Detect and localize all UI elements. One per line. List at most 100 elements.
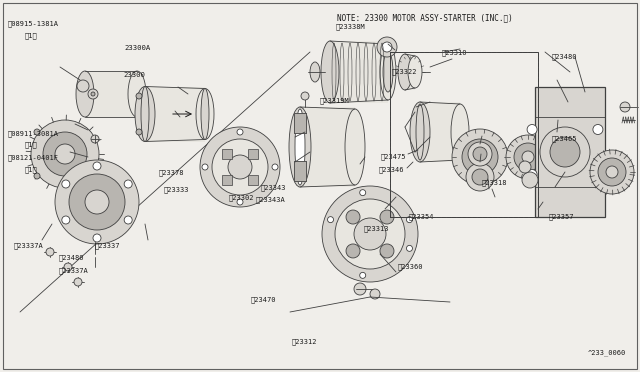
- Text: ※23480: ※23480: [552, 53, 577, 60]
- Circle shape: [124, 180, 132, 188]
- Bar: [222, 149, 232, 159]
- Text: ※23322: ※23322: [392, 68, 417, 75]
- Circle shape: [593, 125, 603, 135]
- Ellipse shape: [201, 89, 209, 140]
- Circle shape: [237, 129, 243, 135]
- Circle shape: [124, 216, 132, 224]
- Ellipse shape: [321, 41, 339, 103]
- Circle shape: [472, 169, 488, 185]
- Text: ※23337A: ※23337A: [14, 242, 44, 249]
- Text: 23300: 23300: [124, 72, 145, 78]
- Text: ※23465: ※23465: [552, 135, 577, 142]
- Text: ※23470: ※23470: [251, 296, 276, 303]
- Circle shape: [93, 234, 101, 242]
- Ellipse shape: [345, 109, 365, 185]
- Circle shape: [91, 135, 99, 143]
- Circle shape: [212, 139, 268, 195]
- Text: ※23360: ※23360: [398, 264, 424, 270]
- Text: 23300A: 23300A: [125, 45, 151, 51]
- Circle shape: [34, 173, 40, 179]
- Ellipse shape: [398, 54, 412, 90]
- Circle shape: [382, 42, 392, 52]
- Circle shape: [346, 244, 360, 258]
- Circle shape: [377, 37, 397, 57]
- Ellipse shape: [141, 87, 149, 141]
- Circle shape: [228, 155, 252, 179]
- Ellipse shape: [76, 71, 94, 117]
- Text: Ⓑ08121-0401F: Ⓑ08121-0401F: [8, 155, 59, 161]
- Text: ※23318: ※23318: [481, 179, 507, 186]
- Circle shape: [468, 142, 492, 166]
- Circle shape: [272, 164, 278, 170]
- Circle shape: [346, 210, 360, 224]
- Text: Ⓦ08915-1381A: Ⓦ08915-1381A: [8, 21, 59, 28]
- Circle shape: [472, 149, 488, 165]
- Circle shape: [91, 92, 95, 96]
- Circle shape: [473, 147, 487, 161]
- Text: ^233_0060: ^233_0060: [588, 350, 626, 356]
- Bar: [294, 113, 306, 133]
- Bar: [390, 52, 538, 217]
- Text: ※23346: ※23346: [379, 166, 404, 173]
- Bar: [222, 175, 232, 185]
- Circle shape: [593, 170, 603, 180]
- Circle shape: [136, 129, 142, 135]
- Circle shape: [64, 263, 72, 271]
- Bar: [300, 107, 355, 187]
- Ellipse shape: [408, 56, 422, 88]
- Circle shape: [62, 216, 70, 224]
- Text: ※23302: ※23302: [229, 195, 255, 201]
- Bar: [294, 113, 306, 133]
- Text: ※23475: ※23475: [381, 154, 406, 160]
- Text: （1）: （1）: [24, 166, 37, 173]
- Circle shape: [46, 248, 54, 256]
- Circle shape: [466, 163, 494, 191]
- Circle shape: [360, 190, 365, 196]
- Circle shape: [34, 129, 40, 135]
- Text: ※23378: ※23378: [159, 170, 184, 176]
- Bar: [330, 41, 388, 103]
- Ellipse shape: [383, 52, 393, 92]
- Circle shape: [370, 289, 380, 299]
- Bar: [538, 90, 602, 214]
- Text: ※23338M: ※23338M: [336, 23, 365, 30]
- Bar: [420, 102, 460, 162]
- Bar: [294, 161, 306, 181]
- Text: NOTE: 23300 MOTOR ASSY-STARTER (INC.※): NOTE: 23300 MOTOR ASSY-STARTER (INC.※): [337, 13, 513, 22]
- Circle shape: [335, 199, 405, 269]
- Circle shape: [328, 217, 333, 222]
- Bar: [85, 71, 137, 117]
- Circle shape: [406, 246, 412, 251]
- Ellipse shape: [410, 102, 430, 162]
- Ellipse shape: [295, 109, 305, 185]
- Circle shape: [406, 217, 412, 222]
- Ellipse shape: [289, 107, 311, 187]
- Text: ※23357: ※23357: [549, 213, 575, 220]
- Circle shape: [200, 127, 280, 207]
- Text: ※23319M: ※23319M: [320, 97, 349, 104]
- Circle shape: [55, 160, 139, 244]
- Circle shape: [527, 170, 537, 180]
- Circle shape: [88, 89, 98, 99]
- Ellipse shape: [416, 104, 424, 160]
- Text: ※23480: ※23480: [59, 254, 84, 261]
- Bar: [390, 52, 538, 217]
- Ellipse shape: [301, 92, 309, 100]
- Circle shape: [55, 144, 75, 164]
- Circle shape: [62, 180, 70, 188]
- Ellipse shape: [128, 71, 146, 117]
- Text: （1）: （1）: [24, 142, 37, 148]
- Ellipse shape: [196, 89, 214, 140]
- Ellipse shape: [310, 62, 320, 82]
- Text: ※23333: ※23333: [163, 186, 189, 193]
- Text: ※23312: ※23312: [291, 338, 317, 345]
- Text: （1）: （1）: [24, 32, 37, 39]
- Circle shape: [74, 278, 82, 286]
- Circle shape: [527, 125, 537, 135]
- Ellipse shape: [451, 104, 469, 160]
- Circle shape: [322, 186, 418, 282]
- Circle shape: [31, 120, 99, 188]
- Circle shape: [462, 139, 498, 175]
- Circle shape: [514, 143, 542, 171]
- Circle shape: [354, 283, 366, 295]
